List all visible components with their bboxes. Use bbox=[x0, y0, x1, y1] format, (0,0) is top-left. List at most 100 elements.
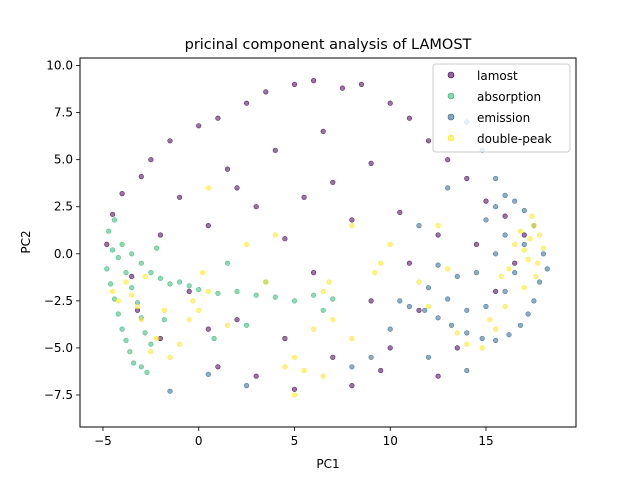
point-double-peak-17 bbox=[109, 288, 116, 295]
point-double-peak-37 bbox=[330, 317, 336, 323]
point-lamost-0 bbox=[104, 241, 110, 247]
point-double-peak-54 bbox=[435, 223, 441, 229]
point-double-peak-59 bbox=[521, 285, 527, 291]
point-lamost-53 bbox=[282, 236, 288, 242]
point-lamost-20 bbox=[291, 81, 298, 87]
point-lamost-9 bbox=[186, 288, 192, 295]
y-tick-label: −2.5 bbox=[44, 294, 73, 308]
point-lamost-12 bbox=[215, 115, 221, 121]
point-lamost-13 bbox=[224, 166, 231, 172]
point-emission-45 bbox=[544, 266, 550, 272]
point-double-peak-31 bbox=[372, 270, 378, 276]
legend-label-emission: emission bbox=[477, 111, 530, 125]
point-absorption-28 bbox=[234, 288, 240, 295]
legend-marker-double-peak bbox=[447, 134, 455, 142]
point-lamost-25 bbox=[339, 85, 346, 91]
point-double-peak-45 bbox=[205, 185, 211, 191]
point-lamost-14 bbox=[234, 317, 240, 323]
point-absorption-19 bbox=[129, 251, 135, 257]
point-lamost-52 bbox=[406, 260, 413, 266]
point-lamost-19 bbox=[282, 335, 288, 342]
point-double-peak-33 bbox=[301, 367, 307, 374]
point-absorption-4 bbox=[119, 326, 125, 332]
point-lamost-44 bbox=[521, 232, 527, 238]
point-lamost-37 bbox=[454, 345, 460, 351]
y-tick-label: −7.5 bbox=[44, 388, 73, 402]
point-emission-23 bbox=[464, 307, 470, 313]
point-double-peak-21 bbox=[167, 354, 173, 360]
point-double-peak-5 bbox=[521, 247, 527, 253]
point-double-peak-10 bbox=[512, 241, 518, 247]
point-emission-5 bbox=[506, 332, 512, 338]
point-absorption-11 bbox=[115, 255, 121, 261]
point-double-peak-58 bbox=[493, 326, 499, 332]
point-emission-20 bbox=[512, 270, 518, 276]
point-emission-22 bbox=[483, 303, 489, 310]
point-absorption-17 bbox=[148, 341, 154, 347]
point-absorption-13 bbox=[129, 285, 135, 291]
point-emission-26 bbox=[493, 251, 499, 257]
chart-title: pricinal component analysis of LAMOST bbox=[185, 37, 472, 53]
point-lamost-51 bbox=[368, 298, 374, 304]
point-emission-42 bbox=[244, 383, 250, 389]
point-absorption-34 bbox=[224, 260, 231, 266]
point-lamost-21 bbox=[301, 194, 307, 200]
point-absorption-23 bbox=[167, 281, 173, 287]
legend: lamost absorption emission double-peak bbox=[432, 63, 571, 153]
legend-marker-absorption bbox=[447, 92, 455, 100]
legend-label-lamost: lamost bbox=[477, 69, 518, 83]
point-emission-13 bbox=[397, 298, 403, 304]
point-lamost-8 bbox=[177, 194, 183, 200]
point-lamost-6 bbox=[157, 232, 163, 238]
legend-label-double-peak: double-peak bbox=[477, 132, 552, 146]
x-tick-label: 15 bbox=[478, 434, 493, 448]
point-emission-0 bbox=[540, 251, 547, 257]
point-emission-28 bbox=[454, 273, 460, 280]
point-double-peak-19 bbox=[142, 273, 148, 280]
y-tick-label: 0.0 bbox=[54, 247, 73, 261]
point-emission-36 bbox=[416, 223, 422, 229]
point-emission-7 bbox=[479, 335, 485, 342]
point-absorption-32 bbox=[311, 292, 317, 298]
point-absorption-38 bbox=[244, 322, 250, 328]
point-emission-1 bbox=[536, 279, 543, 285]
point-absorption-24 bbox=[177, 279, 183, 285]
legend-marker-emission bbox=[447, 113, 455, 121]
point-double-peak-41 bbox=[479, 345, 485, 351]
point-lamost-46 bbox=[349, 383, 355, 389]
point-double-peak-18 bbox=[138, 317, 144, 323]
point-lamost-7 bbox=[167, 138, 173, 144]
point-double-peak-25 bbox=[205, 288, 211, 295]
point-double-peak-26 bbox=[200, 270, 206, 276]
point-double-peak-20 bbox=[154, 335, 160, 342]
point-lamost-26 bbox=[349, 217, 355, 223]
point-double-peak-22 bbox=[177, 341, 183, 347]
point-emission-17 bbox=[502, 192, 508, 198]
point-double-peak-32 bbox=[291, 354, 298, 360]
y-tick-label: 7.5 bbox=[54, 106, 73, 120]
point-double-peak-7 bbox=[525, 256, 531, 263]
point-double-peak-12 bbox=[498, 273, 504, 280]
point-lamost-3 bbox=[129, 273, 135, 280]
point-absorption-10 bbox=[109, 247, 116, 253]
point-double-peak-14 bbox=[129, 292, 135, 298]
point-emission-43 bbox=[167, 388, 173, 394]
point-double-peak-0 bbox=[536, 232, 543, 238]
point-emission-10 bbox=[435, 315, 441, 321]
point-emission-25 bbox=[425, 285, 432, 291]
point-absorption-7 bbox=[131, 360, 137, 366]
point-absorption-12 bbox=[123, 270, 129, 276]
point-lamost-11 bbox=[205, 223, 211, 229]
legend-marker-lamost bbox=[447, 71, 455, 79]
point-lamost-30 bbox=[387, 100, 393, 106]
point-lamost-42 bbox=[502, 213, 508, 219]
point-lamost-18 bbox=[272, 147, 278, 153]
point-absorption-42 bbox=[154, 245, 160, 251]
point-double-peak-53 bbox=[148, 349, 154, 355]
x-tick-label: −5 bbox=[94, 434, 112, 448]
point-absorption-40 bbox=[106, 228, 112, 234]
y-axis: −7.5 −5.0 −2.5 0.0 2.5 5.0 7.5 10.0 bbox=[44, 59, 80, 402]
point-lamost-2 bbox=[119, 191, 125, 197]
point-emission-3 bbox=[525, 311, 531, 317]
point-lamost-41 bbox=[493, 288, 499, 295]
